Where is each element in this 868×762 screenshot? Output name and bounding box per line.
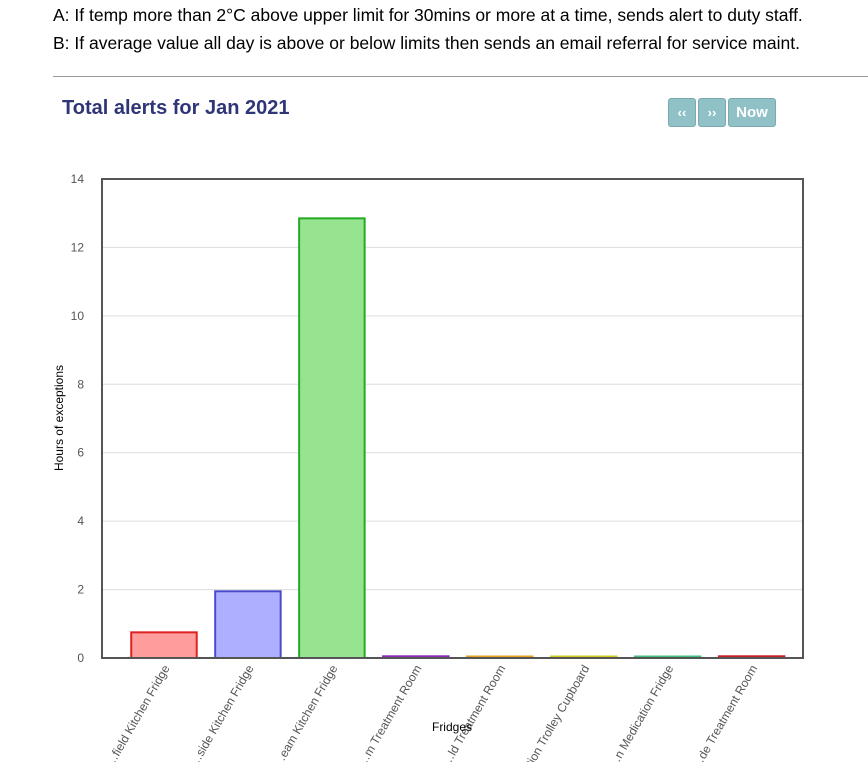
y-tick-label: 0 [77, 651, 84, 665]
x-tick-label: …ld Treatment Room [439, 663, 508, 762]
y-tick-label: 6 [77, 446, 84, 460]
chart-title: Total alerts for Jan 2021 [62, 97, 290, 119]
x-tick-label: …n Medication Fridge [605, 662, 676, 762]
y-tick-label: 12 [71, 240, 85, 254]
bar-2 [214, 590, 282, 660]
x-tick-label: …field Kitchen Fridge [103, 662, 173, 762]
next-month-button[interactable]: ›› [698, 98, 726, 127]
y-tick-label: 10 [71, 309, 85, 323]
bar-3 [298, 217, 366, 659]
x-axis-label: Fridges [432, 720, 472, 734]
x-tick-label: …m Treatment Room [355, 663, 424, 762]
previous-month-button[interactable]: ‹‹ [668, 98, 696, 127]
plot-frame [101, 178, 804, 659]
y-tick-label: 8 [77, 377, 84, 391]
y-axis-label: Hours of exceptions [52, 365, 66, 471]
x-tick-label: …de Treatment Room [689, 663, 760, 762]
alert-rule-a: A: If temp more than 2°C above upper lim… [53, 5, 803, 25]
divider [53, 76, 868, 77]
y-tick-label: 4 [77, 514, 84, 528]
y-tick-label: 2 [77, 583, 84, 597]
bar-1 [130, 631, 198, 660]
current-month-button[interactable]: Now [728, 98, 776, 127]
alert-rule-b: B: If average value all day is above or … [53, 33, 801, 53]
x-tick-label: …eam Kitchen Fridge [270, 662, 340, 762]
y-tick-label: 14 [71, 172, 85, 186]
x-tick-label: …side Kitchen Fridge [187, 662, 257, 762]
x-tick-label: …ation Trolley Cupboard [514, 663, 592, 762]
